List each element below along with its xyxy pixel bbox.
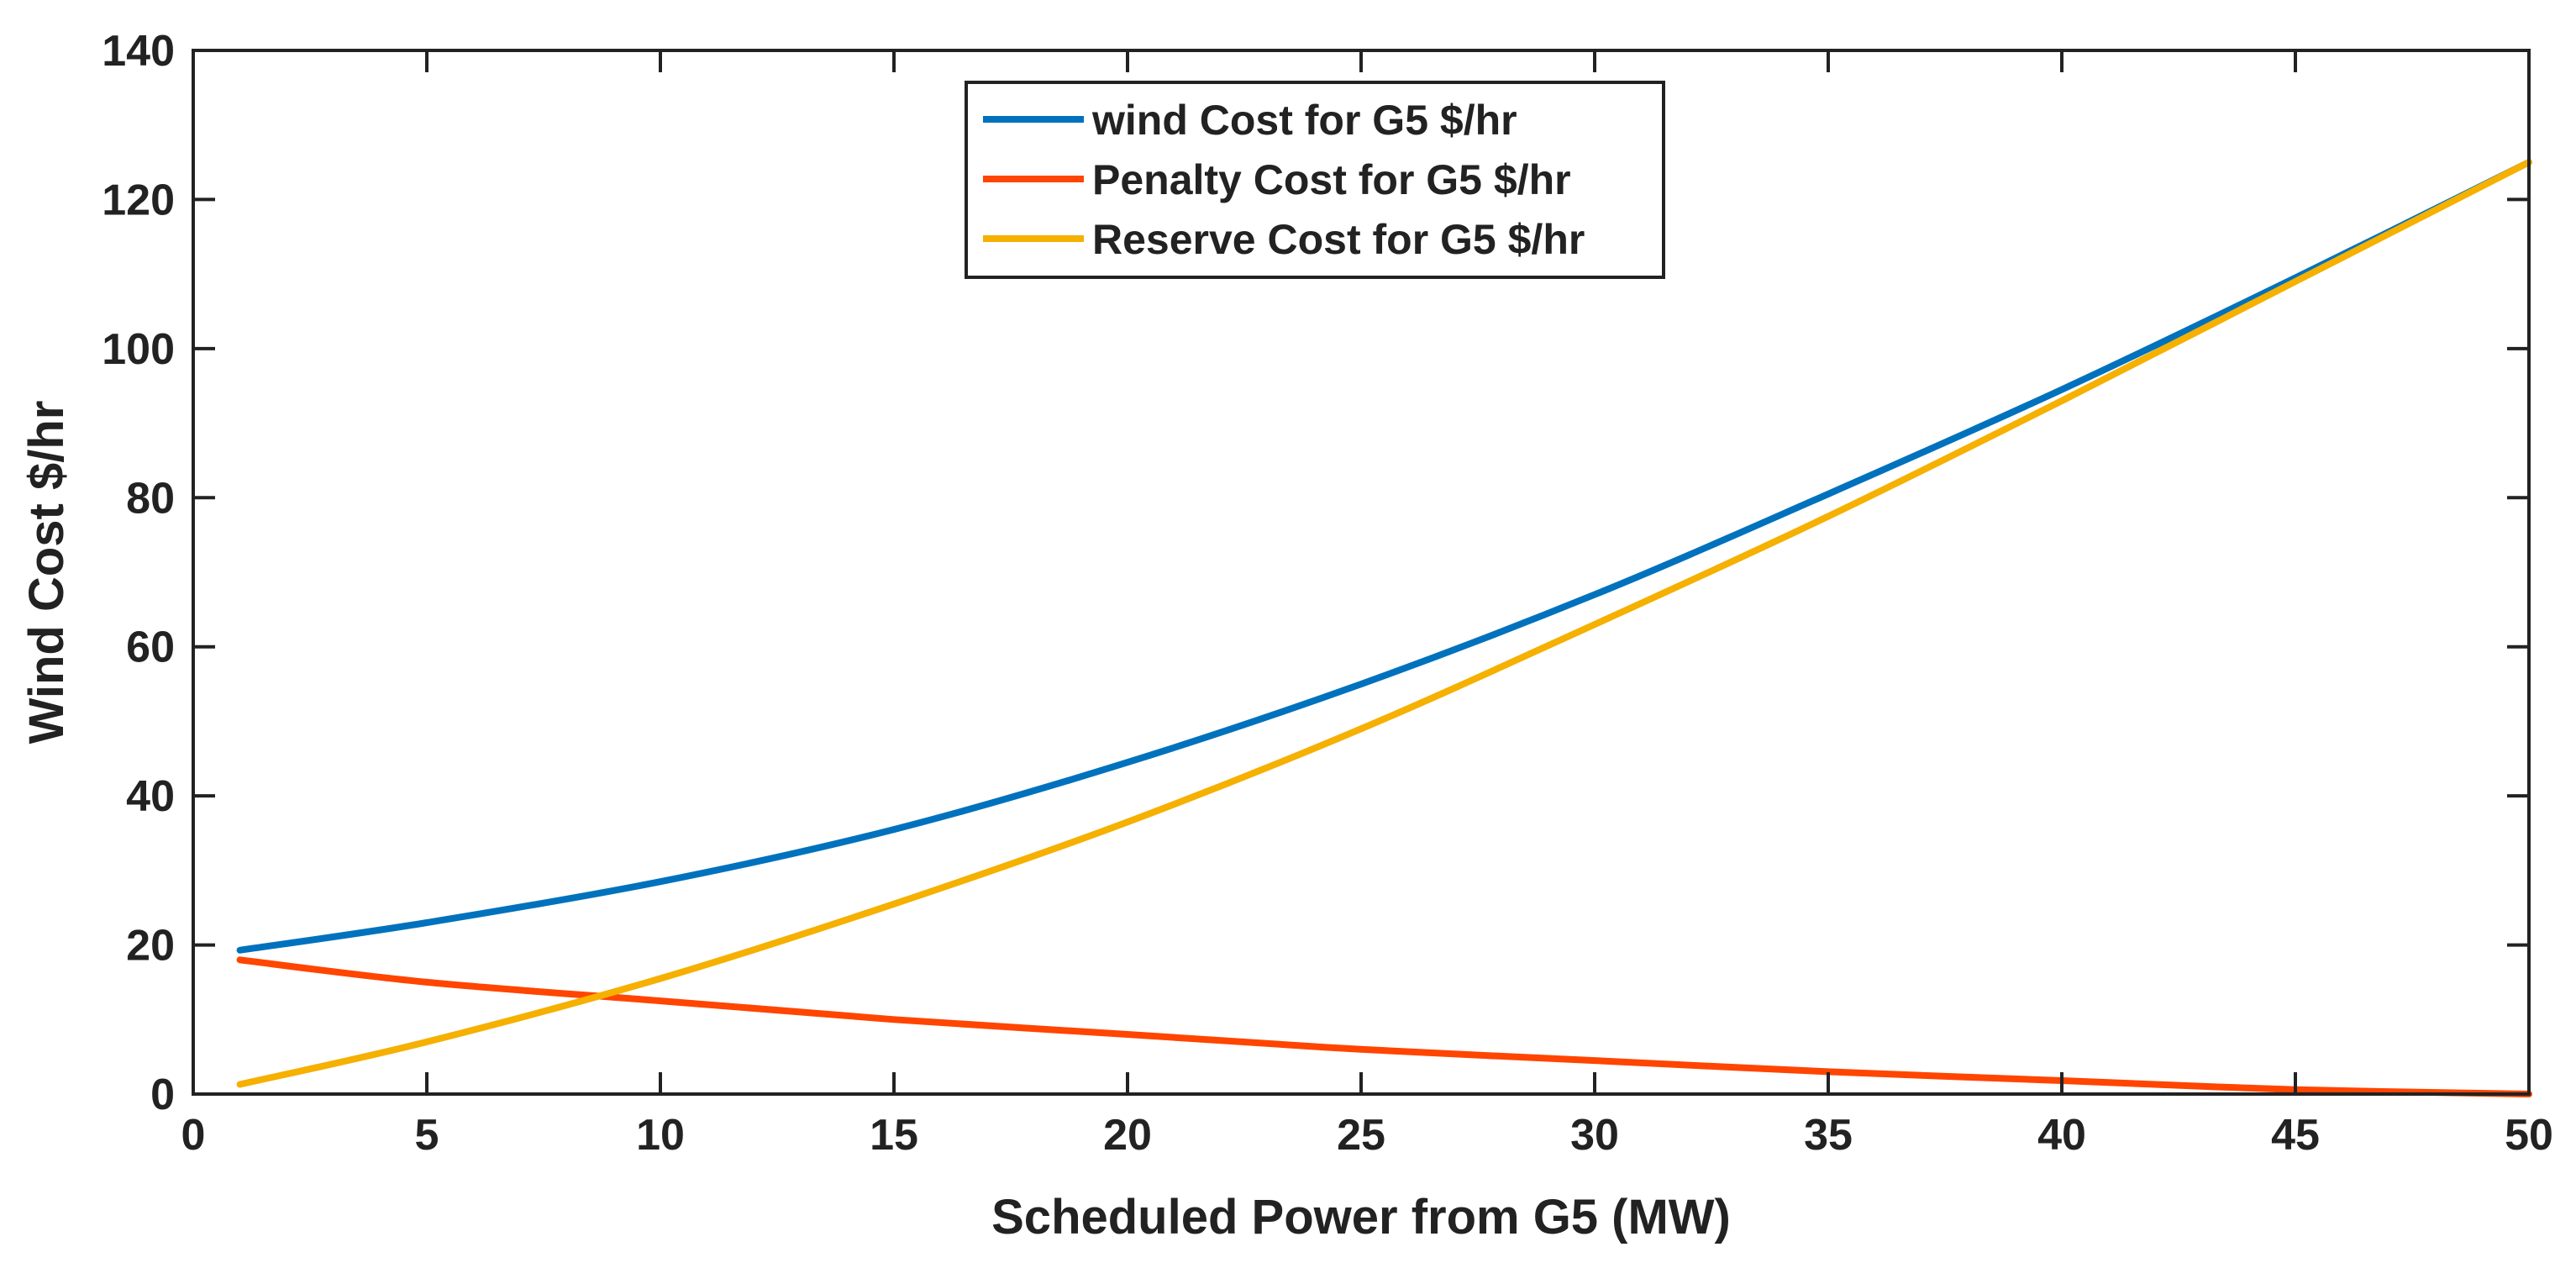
series-line-penalty-cost-for-g5-hr	[236, 956, 2532, 1097]
x-tick-label: 5	[415, 1111, 439, 1160]
y-axis-label: Wind Cost $/hr	[19, 401, 74, 744]
y-tick-label: 120	[102, 176, 175, 224]
legend-label-reserve-cost: Reserve Cost for G5 $/hr	[1092, 216, 1585, 263]
legend: wind Cost for G5 $/hr Penalty Cost for G…	[965, 81, 1665, 279]
x-tick-label: 30	[1570, 1111, 1619, 1160]
y-tick-label: 100	[102, 325, 175, 374]
axes-layer: 0 5 10 15 20 25 30 35 40 45 50 0 20 40 60 80 100 120 140	[102, 27, 2553, 1160]
x-tick-label: 20	[1103, 1111, 1152, 1160]
x-tick-label: 0	[181, 1111, 206, 1160]
series-line-reserve-cost-for-g5-hr	[236, 159, 2532, 1088]
x-tick-label: 50	[2505, 1111, 2553, 1160]
x-axis-label: Scheduled Power from G5 (MW)	[991, 1190, 1731, 1244]
x-tick-label: 35	[1804, 1111, 1853, 1160]
series-line-wind-cost-for-g5-hr	[236, 159, 2532, 954]
y-tick-label: 60	[126, 623, 175, 672]
x-tick-label: 10	[636, 1111, 685, 1160]
series-layer	[236, 159, 2532, 1097]
x-tick-label: 15	[870, 1111, 918, 1160]
x-tick-label: 45	[2271, 1111, 2320, 1160]
x-tick-label: 40	[2037, 1111, 2086, 1160]
legend-label-penalty-cost: Penalty Cost for G5 $/hr	[1092, 156, 1571, 203]
y-tick-label: 20	[126, 922, 175, 971]
x-tick-label: 25	[1337, 1111, 1385, 1160]
legend-label-wind-cost: wind Cost for G5 $/hr	[1091, 97, 1517, 144]
y-tick-label: 140	[102, 27, 175, 76]
y-tick-label: 80	[126, 474, 175, 523]
y-tick-label: 40	[126, 772, 175, 821]
y-tick-label: 0	[150, 1071, 175, 1119]
